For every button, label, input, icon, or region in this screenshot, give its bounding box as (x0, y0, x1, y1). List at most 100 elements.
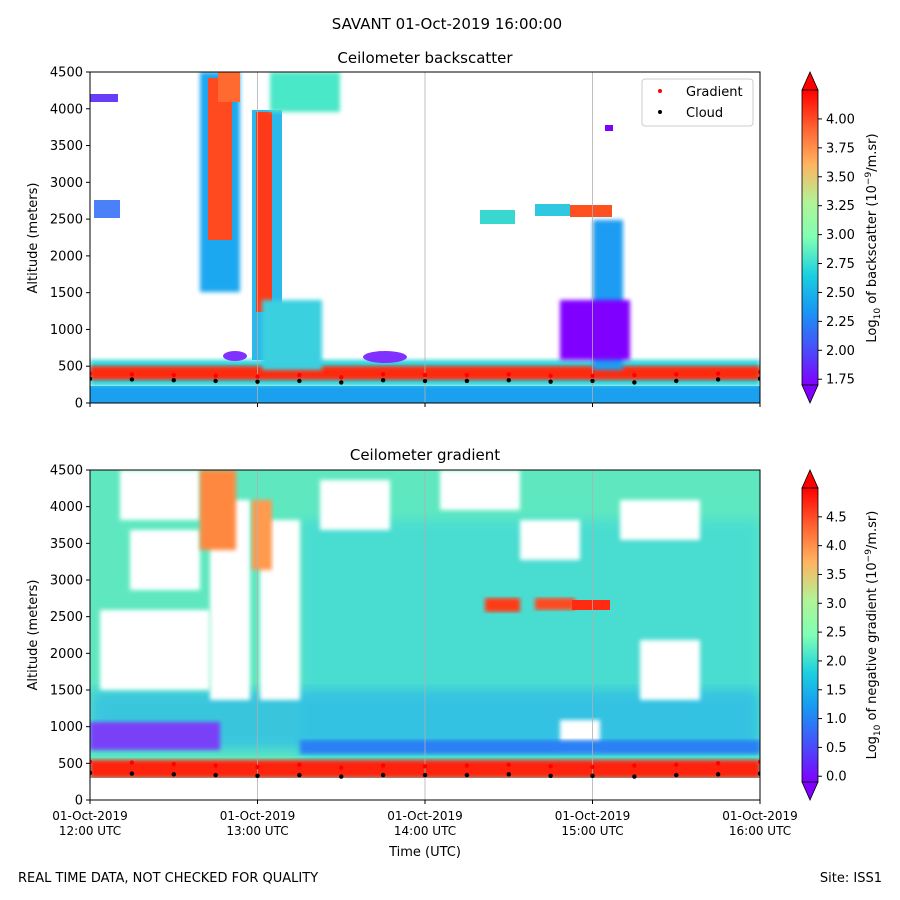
legend-cloud-label: Cloud (686, 106, 723, 121)
y-tick-label: 1500 (50, 286, 83, 301)
gradient-marker (590, 764, 595, 770)
gradient-marker (90, 371, 93, 376)
gradient-marker (757, 759, 760, 765)
backscatter-x-axis (89, 403, 761, 407)
gradient-marker (213, 373, 218, 378)
colorbar-tick-label: 4.5 (826, 510, 847, 525)
colorbar-tick-label: 4.00 (826, 112, 855, 127)
cloud-marker (90, 376, 93, 381)
backscatter-aerosol-patch (560, 300, 630, 360)
cloud-marker (339, 774, 344, 779)
colorbar-tick-label: 1.0 (826, 712, 847, 727)
gradient-marker (171, 761, 176, 767)
colorbar-gradient (801, 487, 819, 783)
cloud-marker (90, 770, 93, 776)
y-tick-label: 4000 (50, 102, 83, 117)
y-tick-label: 1000 (50, 323, 83, 338)
gradient-marker (213, 763, 218, 768)
y-tick-label: 500 (58, 360, 83, 375)
gradient-cloud-layer (485, 598, 520, 612)
cloud-marker (590, 773, 595, 778)
colorbar-tick-label: 0.5 (826, 741, 847, 756)
colorbar-extend-top (801, 469, 819, 489)
colorbar-tick-label: 2.5 (826, 626, 847, 641)
gradient-marker (255, 374, 260, 379)
colorbar-tick-label: 1.5 (826, 683, 847, 698)
y-tick-label: 3500 (50, 139, 83, 154)
gradient-gap (620, 500, 700, 540)
colorbar-tick-label: 3.25 (826, 199, 855, 214)
y-tick-label: 1000 (50, 720, 83, 735)
backscatter-y-axis: 0 500 1000 1500 2000 2500 3000 3500 4000 4500 (50, 66, 90, 412)
cloud-marker (297, 378, 302, 384)
cloud-marker (129, 377, 135, 382)
cloud-marker (757, 376, 760, 381)
gradient-gap (640, 640, 700, 700)
gradient-xlabel: Time (UTC) (388, 845, 461, 860)
cloud-marker (255, 379, 260, 384)
gradient-marker (297, 762, 302, 767)
backscatter-hour-gridlines (257, 72, 593, 403)
backscatter-cloud-patch (270, 72, 340, 112)
cloud-marker (380, 772, 386, 778)
cloud-marker (757, 771, 760, 776)
x-tick-time-label: 16:00 UTC (729, 824, 791, 838)
footer-site: Site: ISS1 (820, 871, 882, 886)
colorbar-ticks: 1.75 2.00 2.25 2.50 2.75 3.00 3.25 3.50 3.75 4.00 (818, 112, 855, 388)
cloud-marker (213, 772, 218, 778)
gradient-marker (632, 372, 637, 378)
colorbar-tick-label: 2.0 (826, 654, 847, 669)
gradient-marker (464, 372, 470, 378)
gradient-plume (200, 470, 236, 550)
y-tick-label: 0 (75, 397, 83, 412)
cloud-marker (548, 379, 553, 384)
gradient-cloud-layer (572, 600, 610, 610)
gradient-marker (255, 764, 260, 770)
gradient-marker (715, 761, 721, 766)
cloud-marker (464, 378, 470, 384)
backscatter-aerosol-patch (363, 351, 407, 363)
footer-disclaimer: REAL TIME DATA, NOT CHECKED FOR QUALITY (18, 871, 318, 886)
backscatter-colorbar-label: Log10 of backscatter (10−9/m.sr) (864, 133, 883, 342)
x-tick-date-label: 01-Oct-2019 (220, 809, 296, 823)
gradient-marker (297, 372, 302, 378)
y-tick-label: 0 (75, 794, 83, 809)
x-tick-date-label: 01-Oct-2019 (555, 809, 631, 823)
cloud-marker (632, 380, 637, 385)
gradient-gap (440, 470, 520, 510)
cloud-marker (674, 378, 679, 384)
gradient-colorbar-label: Log10 of negative gradient (10−9/m.sr) (864, 511, 883, 760)
y-tick-label: 3000 (50, 176, 83, 191)
legend: Gradient Cloud (641, 78, 754, 127)
colorbar-extend-bottom (801, 781, 819, 801)
colorbar-extend-bottom (801, 384, 819, 404)
gradient-marker (757, 369, 760, 375)
cloud-marker (129, 771, 135, 776)
colorbar-tick-label: 3.0 (826, 597, 847, 612)
gradient-hour-gridlines (257, 470, 593, 800)
gradient-title: Ceilometer gradient (350, 446, 500, 464)
cloud-marker (632, 774, 637, 779)
y-tick-label: 2000 (50, 249, 83, 264)
y-tick-label: 2500 (50, 610, 83, 625)
cloud-marker (674, 772, 679, 778)
colorbar-ticks: 0.0 0.5 1.0 1.5 2.0 2.5 3.0 3.5 4.0 4.5 (818, 510, 847, 785)
y-tick-label: 3500 (50, 537, 83, 552)
colorbar-tick-label: 3.75 (826, 141, 855, 156)
x-tick-time-label: 14:00 UTC (394, 824, 456, 838)
cloud-marker (506, 772, 511, 777)
gradient-markers (90, 759, 760, 779)
colorbar-tick-label: 2.50 (826, 286, 855, 301)
y-tick-label: 500 (58, 757, 83, 772)
backscatter-markers (90, 369, 760, 385)
y-tick-label: 3000 (50, 574, 83, 589)
gradient-marker (380, 763, 386, 768)
cloud-marker (422, 772, 428, 778)
gradient-marker (339, 375, 344, 380)
gradient-colorbar: 0.0 0.5 1.0 1.5 2.0 2.5 3.0 3.5 4.0 4.5 Log10 of … (801, 469, 883, 801)
gradient-marker (674, 372, 679, 377)
y-tick-label: 1500 (50, 684, 83, 699)
gradient-cloud-layer (535, 598, 575, 610)
cloud-marker (506, 377, 511, 383)
gradient-gap (520, 520, 580, 560)
